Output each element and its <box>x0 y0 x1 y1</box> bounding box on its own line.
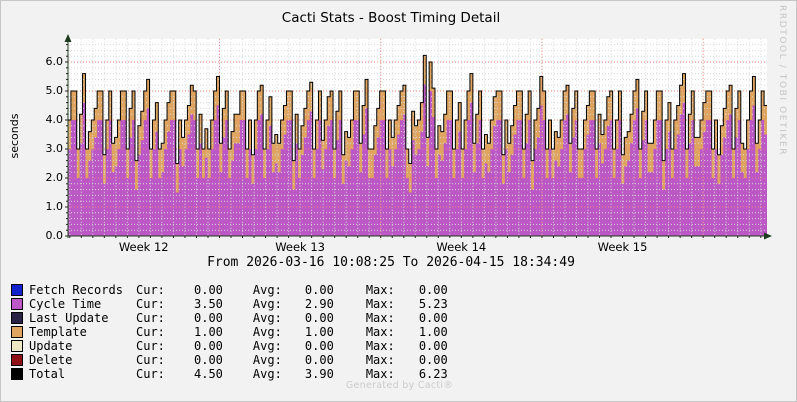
legend-swatch <box>11 283 23 296</box>
legend-row: Template Cur: 1.00 Avg: 1.00 Max: 1.00 <box>11 324 448 339</box>
legend-stat-value: 0.00 <box>304 310 334 325</box>
legend-stat-label: Cur: <box>136 338 165 353</box>
legend-stat-value: 0.00 <box>194 282 223 297</box>
y-axis-arrow-icon <box>64 34 72 42</box>
legend-series-name: Cycle Time <box>29 296 102 311</box>
legend-stat-label: Cur: <box>136 296 165 311</box>
legend-stat-value: 2.90 <box>304 296 334 311</box>
y-tick-label: 2.0 <box>45 171 64 184</box>
x-axis-arrow-icon <box>764 232 772 240</box>
legend-stat-value: 3.90 <box>304 366 334 381</box>
week-label: Week 15 <box>597 240 648 254</box>
legend-series-name: Template <box>29 324 87 339</box>
legend-stat-label: Avg: <box>252 352 282 367</box>
legend-stat-value: 3.50 <box>194 296 223 311</box>
week-label: Week 14 <box>436 240 487 254</box>
legend-row: Cycle Time Cur: 3.50 Avg: 2.90 Max: 5.23 <box>11 296 448 311</box>
legend-swatch <box>11 325 23 338</box>
legend-stat-value: 0.00 <box>194 310 223 325</box>
rrdtool-watermark: RRDTOOL / TOBI OETIKER <box>777 5 787 157</box>
chart-plot-area <box>64 34 772 240</box>
legend-series-name: Update <box>29 338 73 353</box>
legend-stat-label: Avg: <box>252 324 282 339</box>
legend-stat-value: 0.00 <box>304 352 334 367</box>
legend-stat-label: Avg: <box>252 296 282 311</box>
legend-stat-value: 5.23 <box>418 296 448 311</box>
legend-stat-value: 0.00 <box>304 282 334 297</box>
legend-row: Fetch Records Cur: 0.00 Avg: 0.00 Max: 0.00 <box>11 282 448 297</box>
footer-watermark: Generated by Cacti® <box>345 380 454 391</box>
legend-stat-value: 0.00 <box>418 310 448 325</box>
legend-stat-value: 0.00 <box>194 338 223 353</box>
legend-stat-label: Max: <box>365 324 395 339</box>
y-tick-label: 1.0 <box>45 200 64 213</box>
week-label: Week 13 <box>275 240 325 254</box>
legend-stat-label: Avg: <box>252 310 282 325</box>
legend-swatch <box>11 367 23 380</box>
legend-row: Total Cur: 4.50 Avg: 3.90 Max: 6.23 <box>11 366 448 381</box>
legend-stat-label: Max: <box>365 338 395 353</box>
legend-stat-label: Cur: <box>136 324 165 339</box>
legend-stat-label: Max: <box>365 296 395 311</box>
y-tick-label: 6.0 <box>45 55 64 68</box>
legend-row: Update Cur: 0.00 Avg: 0.00 Max: 0.00 <box>11 338 448 353</box>
legend-stat-value: 0.00 <box>194 352 223 367</box>
legend-stat-value: 1.00 <box>304 324 334 339</box>
legend-stat-value: 0.00 <box>304 338 334 353</box>
legend-stat-label: Max: <box>365 310 395 325</box>
legend-stat-value: 6.23 <box>418 366 448 381</box>
legend-stat-value: 1.00 <box>418 324 448 339</box>
legend-swatch <box>11 353 23 366</box>
legend-stat-label: Cur: <box>136 282 165 297</box>
y-tick-label: 4.0 <box>45 113 64 126</box>
legend-series-name: Last Update <box>29 310 109 325</box>
graph-title: Cacti Stats - Boost Timing Detail <box>281 10 501 26</box>
y-tick-label: 5.0 <box>45 84 64 97</box>
legend-stat-value: 0.00 <box>418 282 448 297</box>
legend-series-name: Total <box>29 366 66 381</box>
legend-series-name: Delete <box>29 352 73 367</box>
legend-stat-label: Cur: <box>136 352 165 367</box>
y-tick-label: 3.0 <box>45 142 64 155</box>
total-line <box>68 54 767 164</box>
legend-row: Delete Cur: 0.00 Avg: 0.00 Max: 0.00 <box>11 352 448 367</box>
legend-stat-value: 4.50 <box>194 366 223 381</box>
legend-stat-label: Cur: <box>136 366 165 381</box>
legend-swatch <box>11 311 23 324</box>
legend-stat-value: 1.00 <box>194 324 223 339</box>
time-range-label: From 2026-03-16 10:08:25 To 2026-04-15 1… <box>207 255 575 270</box>
legend-stat-label: Max: <box>365 352 395 367</box>
legend-stat-value: 0.00 <box>418 338 448 353</box>
week-label: Week 12 <box>118 240 169 254</box>
legend-swatch <box>11 339 23 352</box>
legend-series-name: Fetch Records <box>29 282 123 297</box>
legend-stat-label: Avg: <box>252 282 282 297</box>
legend-row: Last Update Cur: 0.00 Avg: 0.00 Max: 0.00 <box>11 310 448 325</box>
legend-stat-label: Avg: <box>252 366 282 381</box>
legend-stat-label: Cur: <box>136 310 165 325</box>
legend-stat-value: 0.00 <box>418 352 448 367</box>
legend-swatch <box>11 297 23 310</box>
legend-stat-label: Avg: <box>252 338 282 353</box>
legend-stat-label: Max: <box>365 282 395 297</box>
legend-stat-label: Max: <box>365 366 395 381</box>
y-tick-label: 0.0 <box>45 229 64 242</box>
